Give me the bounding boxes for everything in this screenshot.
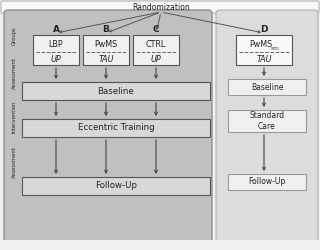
Text: C: C [153, 24, 159, 34]
Text: STD: STD [271, 46, 279, 50]
FancyBboxPatch shape [22, 82, 210, 100]
Text: B: B [103, 24, 109, 34]
Text: Follow-Up: Follow-Up [248, 178, 286, 186]
Text: Intervention: Intervention [12, 101, 17, 133]
Text: Follow-Up: Follow-Up [95, 182, 137, 190]
Text: Groups: Groups [12, 26, 17, 46]
Text: Eccentric Training: Eccentric Training [78, 124, 154, 132]
FancyBboxPatch shape [83, 35, 129, 65]
Text: TAU: TAU [98, 54, 114, 64]
FancyBboxPatch shape [133, 35, 179, 65]
FancyBboxPatch shape [216, 10, 318, 246]
FancyBboxPatch shape [22, 119, 210, 137]
FancyBboxPatch shape [1, 1, 319, 13]
Text: Randomization: Randomization [132, 2, 190, 12]
FancyBboxPatch shape [33, 35, 79, 65]
Text: LBP: LBP [49, 40, 63, 49]
Text: TAU: TAU [256, 54, 272, 64]
Text: D: D [260, 24, 268, 34]
FancyBboxPatch shape [236, 35, 292, 65]
Text: UP: UP [151, 54, 161, 64]
Text: Baseline: Baseline [98, 86, 134, 96]
FancyBboxPatch shape [228, 174, 306, 190]
Text: Assessment: Assessment [12, 57, 17, 89]
FancyBboxPatch shape [228, 110, 306, 132]
Text: CTRL: CTRL [146, 40, 166, 49]
Text: Standard
Care: Standard Care [249, 111, 284, 131]
Text: Baseline: Baseline [251, 82, 283, 92]
FancyBboxPatch shape [22, 177, 210, 195]
Text: UP: UP [51, 54, 61, 64]
Text: PwMS: PwMS [94, 40, 118, 49]
FancyBboxPatch shape [228, 79, 306, 95]
FancyBboxPatch shape [4, 10, 212, 246]
Bar [0, 240, 320, 250]
Text: A: A [52, 24, 60, 34]
Text: Assessment: Assessment [12, 146, 17, 178]
Text: PwMS: PwMS [249, 40, 273, 49]
